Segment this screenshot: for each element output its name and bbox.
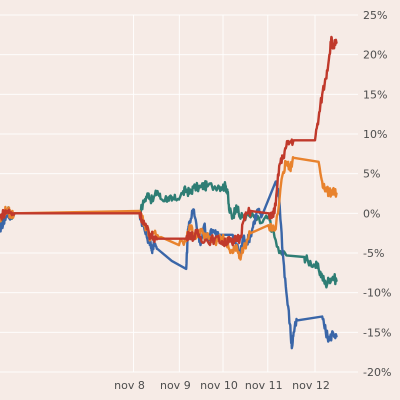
series-line-3 [0, 156, 338, 261]
series-line-1 [0, 180, 338, 289]
y-axis-tick-labels: 25% 20% 15% 10% 5% 0% -5% -10% -15% -20% [363, 9, 391, 379]
y-tick-label: 10% [363, 128, 387, 141]
y-tick-label: 0% [363, 207, 380, 220]
x-tick-label: nov 11 [245, 379, 283, 392]
y-tick-label: 20% [363, 49, 387, 62]
y-tick-label: -5% [363, 247, 384, 260]
x-tick-label: nov 8 [114, 379, 145, 392]
y-tick-label: -20% [363, 366, 391, 379]
x-tick-label: nov 12 [292, 379, 330, 392]
x-tick-label: nov 9 [160, 379, 191, 392]
x-axis-tick-labels: nov 8 nov 9 nov 10 nov 11 nov 12 [114, 379, 330, 392]
series-line-2 [0, 180, 338, 350]
series-line-4 [0, 35, 338, 248]
x-tick-label: nov 10 [200, 379, 238, 392]
y-tick-label: 5% [363, 168, 380, 181]
y-tick-label: 15% [363, 88, 387, 101]
y-tick-label: -15% [363, 326, 391, 339]
y-tick-label: 25% [363, 9, 387, 22]
series-layer [0, 35, 338, 350]
y-tick-label: -10% [363, 287, 391, 300]
